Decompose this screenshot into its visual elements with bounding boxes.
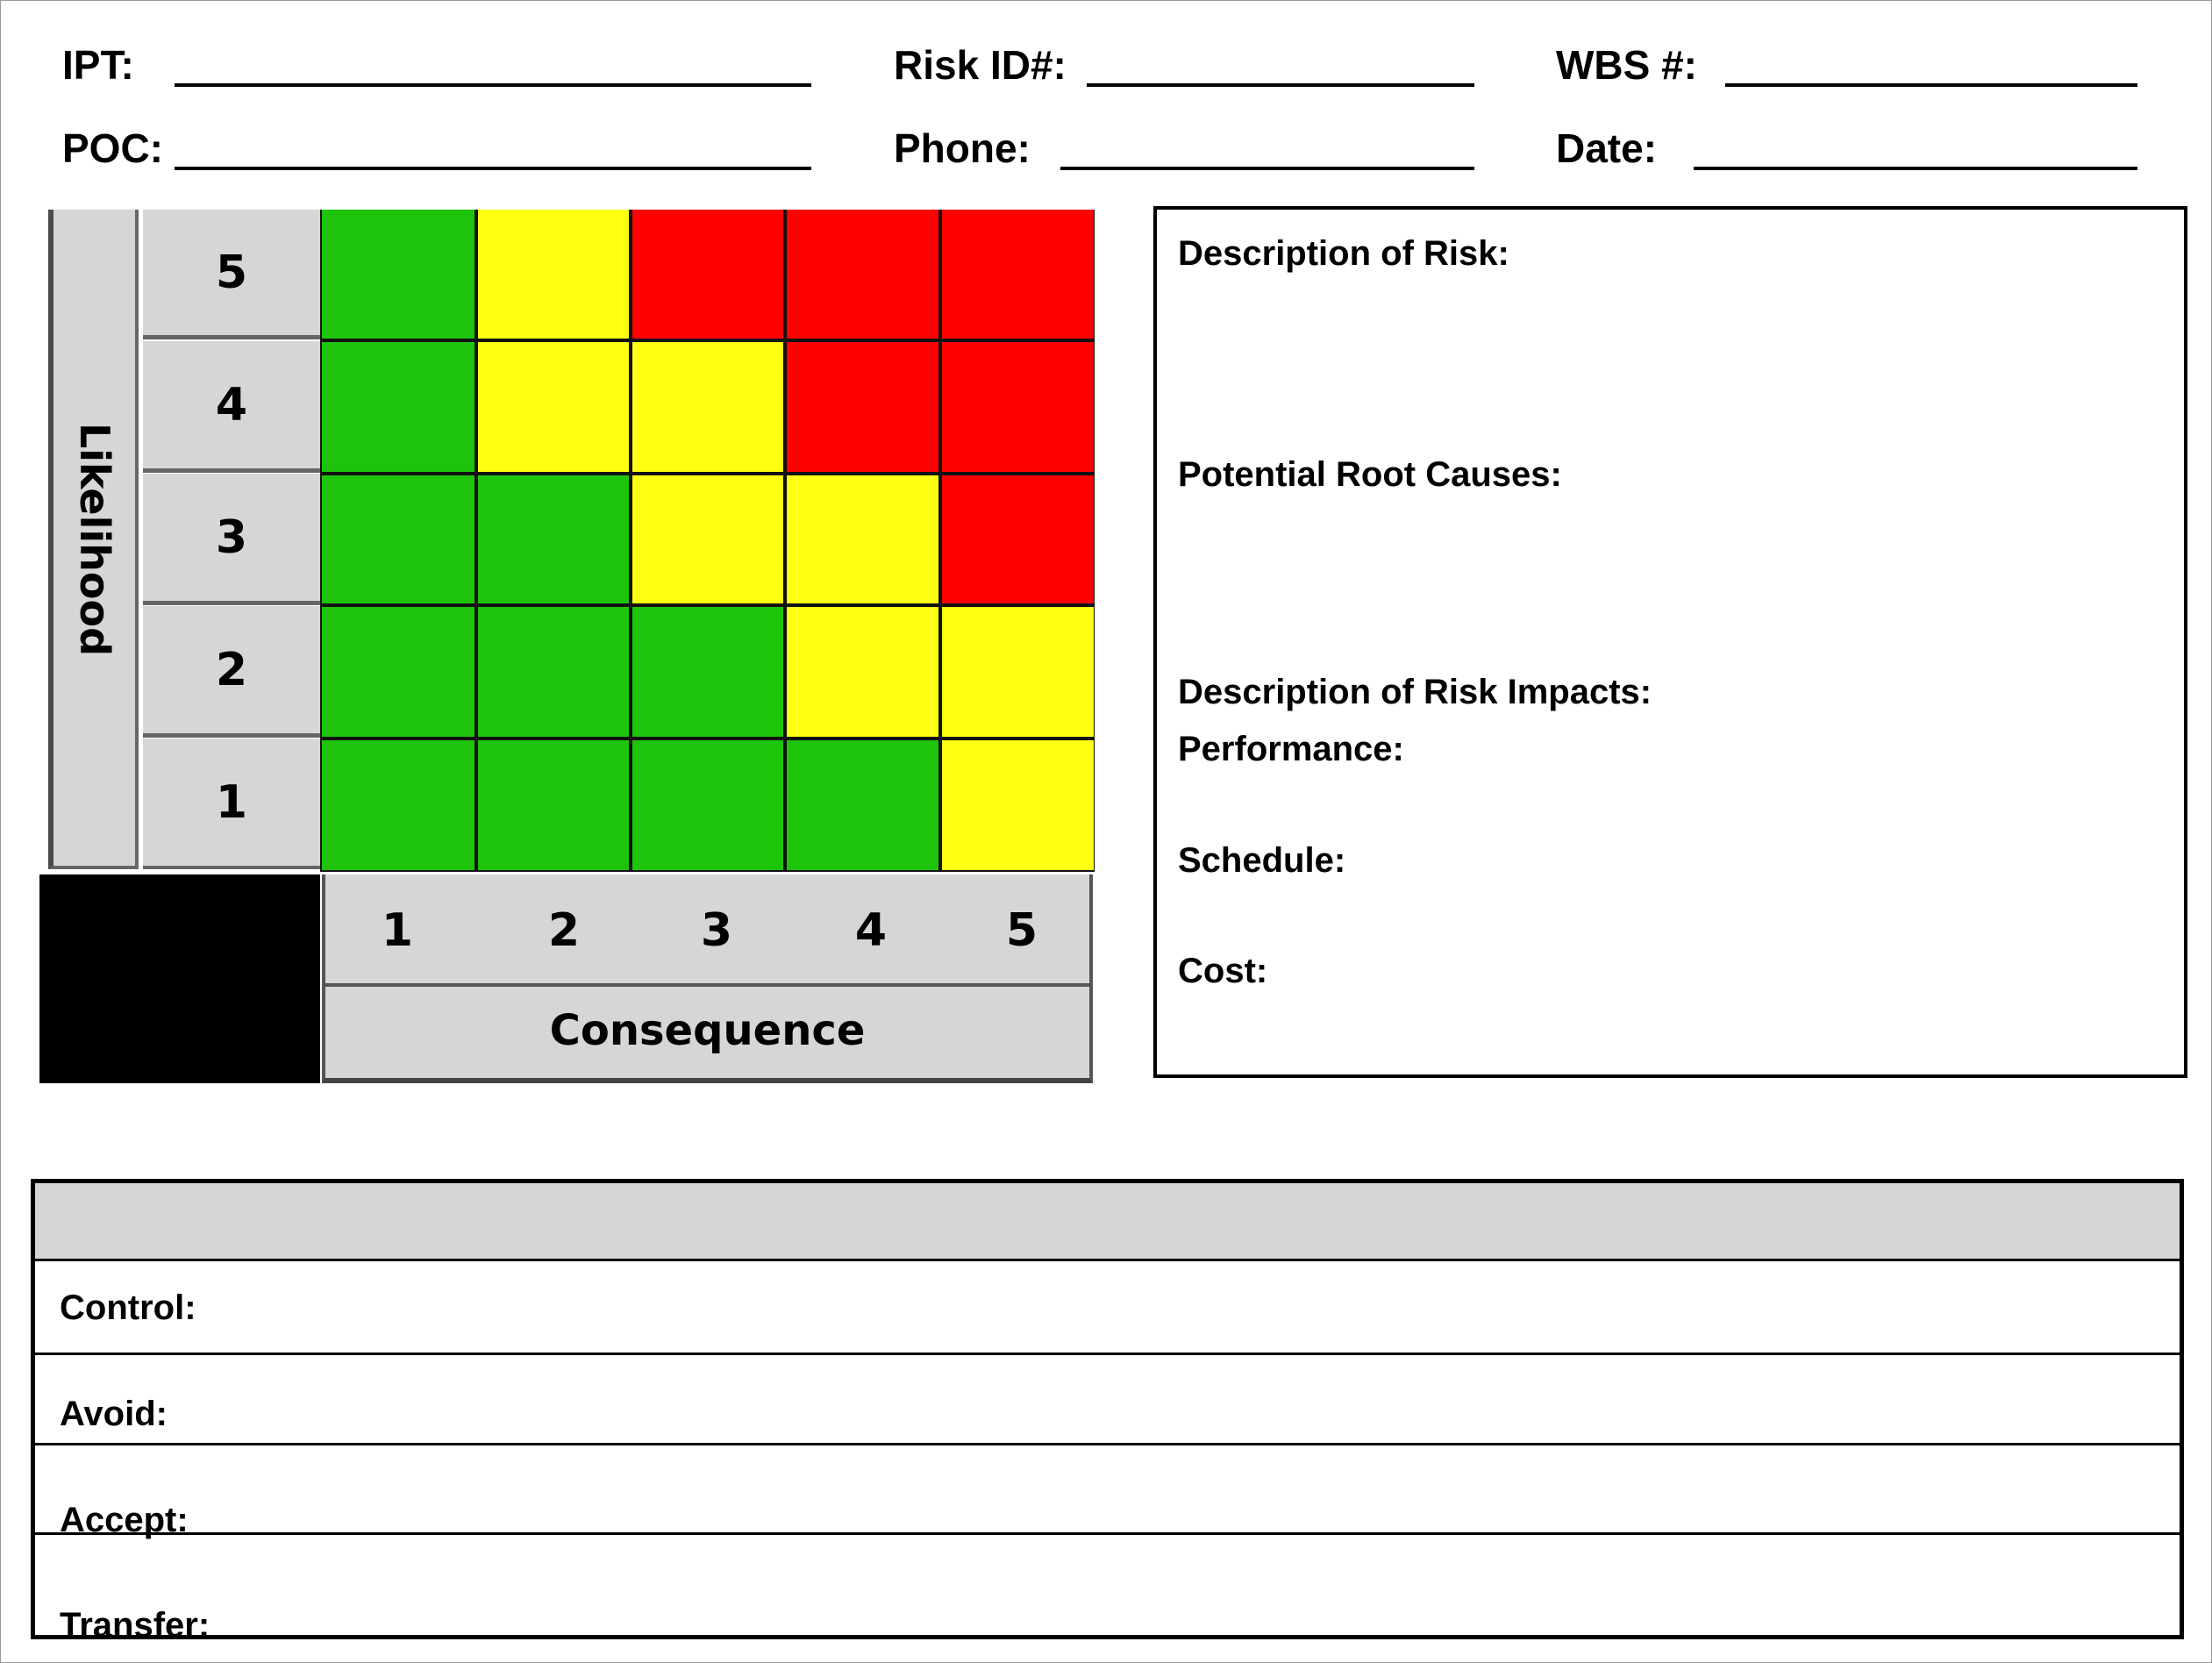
mitigation-box: Control: Avoid: Accept: Transfer:: [31, 1179, 2184, 1639]
risk-cell-L3-C5-red: [942, 475, 1094, 603]
phone-label: Phone:: [894, 125, 1031, 171]
mitigation-divider: [35, 1353, 2180, 1355]
matrix-corner-block: [39, 874, 320, 1083]
risk-cell-L3-C4-yellow: [787, 475, 938, 603]
risk-impacts-label: Description of Risk Impacts:: [1178, 673, 1652, 711]
consequence-level-3: 3: [700, 904, 733, 957]
likelihood-level-4: 4: [143, 341, 320, 473]
likelihood-label: Likelihood: [70, 422, 118, 657]
risk-matrix: Likelihood 5 4 3 2 1 1 2 3 4 5 Consequen…: [39, 210, 1095, 1083]
accept-label: Accept:: [60, 1501, 189, 1539]
risk-cell-L4-C1-green: [322, 342, 475, 472]
risk-cell-L5-C3-red: [632, 210, 783, 339]
consequence-level-1: 1: [381, 904, 414, 957]
likelihood-level-3: 3: [143, 474, 320, 605]
risk-cell-L3-C3-yellow: [632, 475, 783, 603]
risk-id-field[interactable]: [1087, 83, 1474, 87]
mitigation-divider: [35, 1259, 2180, 1261]
performance-label: Performance:: [1178, 730, 1404, 768]
wbs-field[interactable]: [1725, 83, 2137, 87]
risk-cell-L2-C2-green: [478, 607, 629, 737]
risk-cell-L1-C2-green: [478, 740, 629, 870]
risk-cell-L5-C2-yellow: [478, 210, 629, 339]
ipt-label: IPT:: [62, 42, 134, 88]
risk-cell-L3-C1-green: [322, 475, 475, 603]
risk-cell-L4-C3-yellow: [632, 342, 783, 472]
description-of-risk-label: Description of Risk:: [1178, 234, 1509, 273]
poc-label: POC:: [62, 125, 163, 171]
risk-cell-L5-C5-red: [942, 210, 1094, 339]
consequence-divider: [325, 983, 1089, 987]
risk-details-box: Description of Risk: Potential Root Caus…: [1153, 206, 2187, 1078]
risk-cell-L4-C2-yellow: [478, 342, 629, 472]
mitigation-header-bar: [35, 1183, 2180, 1259]
likelihood-level-2: 2: [143, 606, 320, 738]
likelihood-level-1: 1: [143, 739, 320, 869]
risk-cell-L5-C4-red: [787, 210, 938, 339]
control-label: Control:: [60, 1288, 196, 1327]
risk-cell-L2-C4-yellow: [787, 607, 938, 737]
consequence-label: Consequence: [549, 1006, 866, 1055]
consequence-axis: 1 2 3 4 5 Consequence: [322, 874, 1093, 1083]
wbs-label: WBS #:: [1556, 42, 1697, 88]
mitigation-divider: [35, 1443, 2180, 1445]
avoid-label: Avoid:: [60, 1395, 168, 1433]
consequence-level-4: 4: [854, 904, 888, 957]
date-label: Date:: [1556, 125, 1658, 171]
date-field[interactable]: [1694, 167, 2137, 170]
consequence-level-5: 5: [1005, 904, 1038, 957]
risk-grid: [320, 210, 1095, 872]
likelihood-level-5: 5: [143, 210, 320, 339]
risk-cell-L5-C1-green: [322, 210, 475, 339]
risk-cell-L4-C4-red: [787, 342, 938, 472]
phone-field[interactable]: [1060, 167, 1474, 170]
risk-cell-L1-C1-green: [322, 740, 475, 870]
likelihood-levels: 5 4 3 2 1: [143, 210, 324, 869]
risk-cell-L1-C5-yellow: [942, 740, 1094, 870]
ipt-field[interactable]: [175, 83, 811, 87]
likelihood-axis: Likelihood: [48, 210, 139, 869]
root-causes-label: Potential Root Causes:: [1178, 455, 1562, 494]
risk-cell-L2-C3-green: [632, 607, 783, 737]
risk-cell-L2-C1-green: [322, 607, 475, 737]
risk-cell-L4-C5-red: [942, 342, 1094, 472]
schedule-label: Schedule:: [1178, 841, 1346, 880]
consequence-level-2: 2: [547, 904, 581, 957]
risk-cell-L1-C4-green: [787, 740, 938, 870]
risk-id-label: Risk ID#:: [894, 42, 1067, 88]
mitigation-divider: [35, 1532, 2180, 1535]
poc-field[interactable]: [175, 167, 811, 170]
cost-label: Cost:: [1178, 952, 1268, 990]
risk-cell-L1-C3-green: [632, 740, 783, 870]
transfer-label: Transfer:: [60, 1606, 210, 1639]
risk-cell-L3-C2-green: [478, 475, 629, 603]
risk-cell-L2-C5-yellow: [942, 607, 1094, 737]
